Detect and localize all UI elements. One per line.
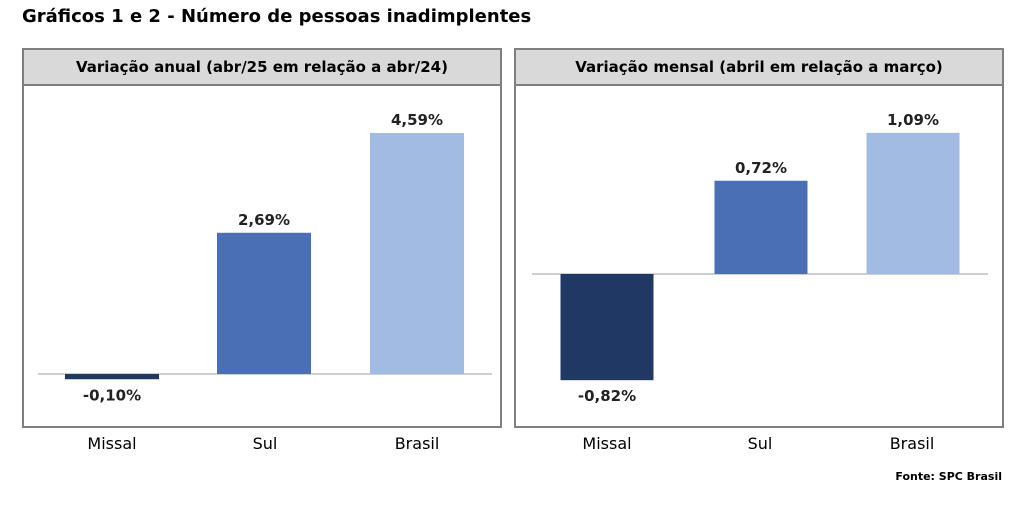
- x-tick-label-monthly-missal: Missal: [582, 434, 632, 453]
- bar-annual-brasil: [370, 133, 464, 374]
- x-tick-label-annual-sul: Sul: [252, 434, 278, 453]
- chart-panel-monthly: Variação mensal (abril em relação a març…: [514, 48, 1004, 428]
- x-tick-label-monthly-brasil: Brasil: [889, 434, 935, 453]
- data-label-monthly-missal: -0,82%: [578, 387, 636, 405]
- bar-monthly-sul: [714, 180, 808, 274]
- data-label-monthly-brasil: 1,09%: [887, 111, 939, 129]
- chart-title-annual: Variação anual (abr/25 em relação a abr/…: [24, 50, 500, 86]
- data-label-annual-brasil: 4,59%: [391, 111, 443, 129]
- bar-annual-sul: [217, 232, 311, 374]
- chart-plot-annual: -0,10% 2,69% 4,59%: [38, 111, 492, 404]
- x-tick-label-monthly-sul: Sul: [747, 434, 773, 453]
- x-tick-label-annual-missal: Missal: [87, 434, 137, 453]
- data-label-annual-missal: -0,10%: [83, 386, 141, 404]
- bar-monthly-missal: [560, 274, 654, 381]
- x-tick-label-annual-brasil: Brasil: [394, 434, 440, 453]
- source-note: Fonte: SPC Brasil: [895, 470, 1002, 483]
- bar-monthly-brasil: [866, 132, 960, 274]
- data-label-monthly-sul: 0,72%: [735, 159, 787, 177]
- bar-annual-missal: [65, 374, 159, 380]
- chart-panel-annual: Variação anual (abr/25 em relação a abr/…: [22, 48, 502, 428]
- page-title: Gráficos 1 e 2 - Número de pessoas inadi…: [22, 6, 532, 27]
- data-label-annual-sul: 2,69%: [238, 211, 290, 229]
- chart-plot-monthly: -0,82% 0,72% 1,09%: [532, 111, 988, 405]
- chart-title-monthly: Variação mensal (abril em relação a març…: [516, 50, 1002, 86]
